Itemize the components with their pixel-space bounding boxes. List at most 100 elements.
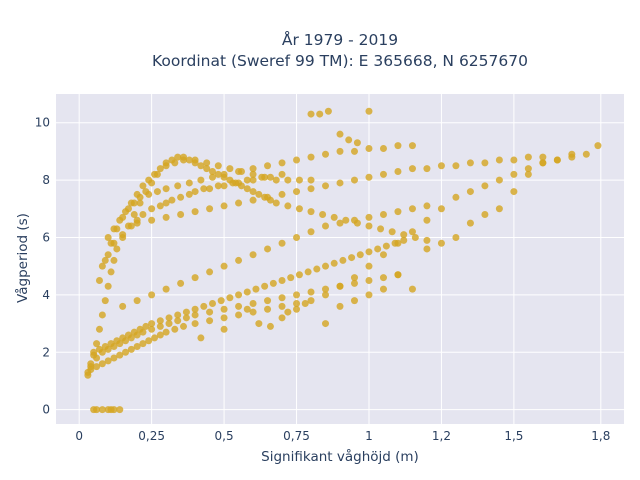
x-tick-label: 0 [75,429,83,443]
scatter-point [379,145,387,153]
scatter-point [206,185,214,193]
scatter-point [264,297,272,305]
scatter-point [119,302,127,310]
scatter-point [356,251,364,259]
grid [56,94,624,424]
scatter-point [322,150,330,158]
scatter-point [249,165,257,173]
scatter-point [180,322,188,330]
scatter-point [243,305,251,313]
scatter-point [293,233,301,241]
scatter-point [322,182,330,190]
scatter-point [249,170,257,178]
scatter-point [127,199,135,207]
scatter-point [185,190,193,198]
scatter-point [336,219,344,227]
scatter-point [278,190,286,198]
scatter-point [400,231,408,239]
scatter-point [226,165,234,173]
scatter-point [197,334,205,342]
scatter-point [304,268,312,276]
scatter-point [156,331,164,339]
scatter-point [133,219,141,227]
scatter-point [408,228,416,236]
scatter-point [510,156,518,164]
scatter-point [237,182,245,190]
scatter-point [165,320,173,328]
scatter-point [278,170,286,178]
scatter-point [266,322,274,330]
scatter-point [93,406,101,414]
scatter-point [495,205,503,213]
scatter-point [249,251,257,259]
scatter-point [249,196,257,204]
scatter-point [136,199,144,207]
scatter-point [293,188,301,196]
scatter-point [139,182,147,190]
scatter-point [524,170,532,178]
scatter-point [481,182,489,190]
chart-title-line-1: År 1979 - 2019 [282,30,398,49]
scatter-point [365,222,373,230]
scatter-point [261,193,269,201]
scatter-point [261,282,269,290]
scatter-point [151,334,159,342]
scatter-point [524,153,532,161]
scatter-point [394,142,402,150]
scatter-point [481,159,489,167]
y-tick-label: 6 [42,230,50,244]
scatter-point [107,268,115,276]
x-tick-label: 0,5 [215,429,234,443]
scatter-point [255,320,263,328]
scatter-point [177,279,185,287]
scatter-point [568,150,576,158]
scatter-point [104,251,112,259]
scatter-point [307,297,315,305]
scatter-point [278,302,286,310]
scatter-point [307,228,315,236]
scatter-point [252,285,260,293]
scatter-point [423,245,431,253]
data-points [84,107,602,414]
scatter-point [307,288,315,296]
scatter-point [235,199,243,207]
scatter-point [217,297,225,305]
scatter-point [162,159,170,167]
scatter-point [322,320,330,328]
scatter-point [220,182,228,190]
scatter-point [582,150,590,158]
scatter-point [107,340,115,348]
scatter-point [278,239,286,247]
scatter-point [116,351,124,359]
scatter-point [191,274,199,282]
scatter-point [177,193,185,201]
scatter-point [339,256,347,264]
scatter-point [249,176,257,184]
scatter-point [113,337,121,345]
scatter-point [220,314,228,322]
scatter-point [235,302,243,310]
scatter-point [203,159,211,167]
scatter-point [293,299,301,307]
y-tick-label: 10 [35,116,50,130]
scatter-point [110,354,118,362]
scatter-point [145,176,153,184]
scatter-point [249,188,257,196]
scatter-point [124,331,132,339]
scatter-point [322,222,330,230]
scatter-point [87,360,95,368]
y-axis-title: Vågperiod (s) [14,213,31,303]
scatter-point [197,162,205,170]
scatter-point [156,165,164,173]
scatter-point [495,176,503,184]
scatter-point [278,277,286,285]
scatter-point [307,208,315,216]
scatter-point [295,176,303,184]
scatter-point [374,245,382,253]
scatter-point [278,314,286,322]
scatter-point [87,365,95,373]
scatter-point [258,173,266,181]
scatter-point [423,216,431,224]
scatter-point [165,314,173,322]
scatter-point [220,173,228,181]
